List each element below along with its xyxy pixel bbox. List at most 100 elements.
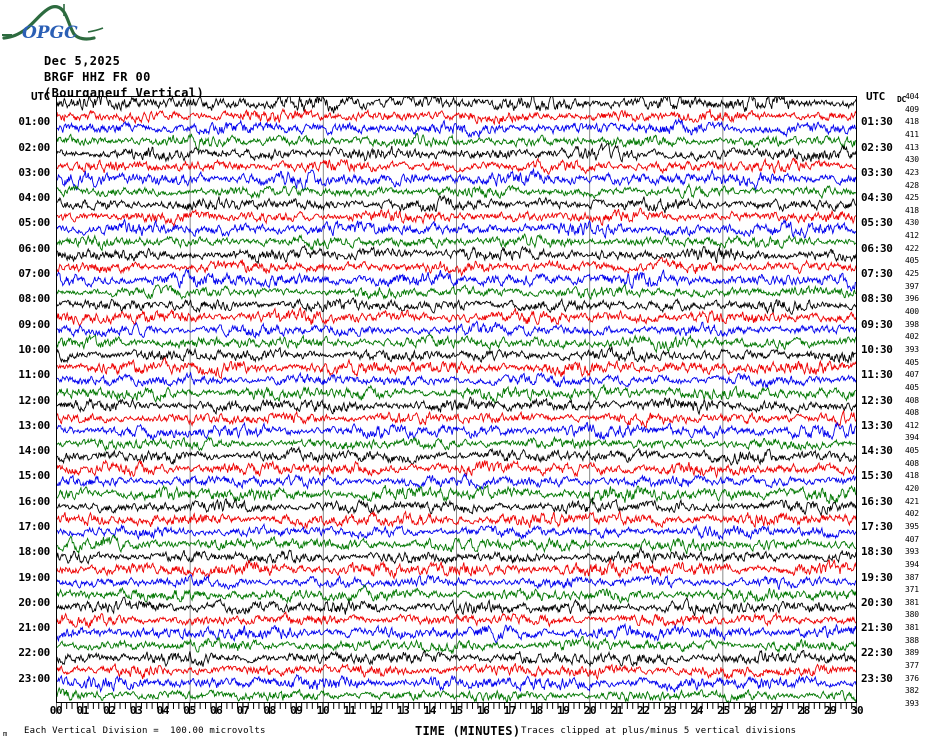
trace-row-10	[57, 218, 856, 240]
trace-row-15	[57, 283, 856, 301]
x-tick-label: 05	[183, 704, 196, 717]
trace-row-22	[57, 371, 856, 389]
left-axis-header: UTC	[31, 90, 50, 103]
dc-value: 402	[905, 332, 919, 342]
header-station: BRGF HHZ FR 00	[44, 70, 151, 84]
dc-value: 418	[905, 117, 919, 127]
dc-value: 430	[905, 155, 919, 165]
opgc-logo: OPGC	[2, 2, 106, 46]
logo-baseline-right	[87, 27, 104, 33]
dc-value: 409	[905, 104, 919, 114]
dc-value: 405	[905, 357, 919, 367]
trace-row-9	[57, 207, 856, 228]
left-time-label: 18:00	[18, 545, 50, 559]
plot-gridlines	[189, 97, 724, 702]
trace-row-18	[57, 320, 856, 339]
right-time-label: 05:30	[861, 216, 893, 230]
trace-row-12	[57, 244, 856, 264]
right-time-label: 16:30	[861, 494, 893, 508]
x-tick-label: 09	[290, 704, 303, 717]
dc-value: 423	[905, 167, 919, 177]
trace-row-13	[57, 257, 856, 277]
left-time-label: 16:00	[18, 494, 50, 508]
x-tick-label: 18	[530, 704, 543, 717]
left-time-label: 02:00	[18, 140, 50, 154]
trace-row-1	[57, 107, 856, 126]
right-time-label: 11:30	[861, 368, 893, 382]
dc-value: 405	[905, 382, 919, 392]
trace-row-36	[57, 546, 856, 565]
trace-row-33	[57, 509, 856, 530]
trace-row-46	[57, 673, 856, 694]
helicorder-plot[interactable]	[56, 96, 857, 703]
dc-value: 404	[905, 92, 919, 101]
left-time-label: 14:00	[18, 444, 50, 458]
left-time-label: 12:00	[18, 393, 50, 407]
trace-row-24	[57, 396, 856, 416]
dc-value: 428	[905, 180, 919, 190]
right-time-label: 01:30	[861, 115, 893, 129]
right-time-label: 19:30	[861, 570, 893, 584]
trace-row-42	[57, 622, 856, 645]
x-tick-label: 30	[850, 704, 864, 717]
trace-row-29	[57, 459, 856, 479]
trace-row-32	[57, 496, 856, 517]
dc-value: 395	[905, 521, 919, 531]
x-tick-label: 25	[717, 704, 730, 717]
header-date: Dec 5,2025	[44, 54, 121, 68]
dc-value: 412	[905, 420, 919, 430]
trace-row-0	[57, 97, 856, 114]
right-time-label: 17:30	[861, 519, 893, 533]
trace-row-35	[57, 534, 856, 555]
footer-tiny-mark: m	[3, 730, 8, 738]
x-tick-label: 07	[236, 704, 250, 717]
dc-value: 382	[905, 686, 919, 696]
x-tick-label: 16	[476, 704, 490, 717]
dc-value: 396	[905, 294, 919, 304]
dc-value: 421	[905, 496, 919, 506]
right-time-label: 09:30	[861, 317, 893, 331]
left-time-label: 07:00	[18, 267, 50, 281]
right-time-label: 22:30	[861, 646, 893, 660]
right-time-label: 21:30	[861, 621, 893, 635]
dc-value: 413	[905, 142, 919, 152]
x-tick-label: 19	[557, 704, 570, 717]
right-time-label: 07:30	[861, 267, 893, 281]
logo-mountain-curve	[2, 5, 96, 41]
dc-value: 380	[905, 610, 919, 620]
x-tick-label: 10	[316, 704, 330, 717]
left-time-label: 23:00	[18, 671, 50, 685]
trace-row-21	[57, 357, 856, 380]
x-tick-label: 24	[690, 704, 704, 717]
right-time-label: 04:30	[861, 191, 893, 205]
left-time-label: 19:00	[18, 570, 50, 584]
trace-row-37	[57, 558, 856, 580]
dc-column-header: DC	[897, 95, 907, 104]
dc-value: 418	[905, 471, 919, 481]
x-tick-label: 17	[503, 704, 517, 717]
trace-row-20	[57, 346, 856, 364]
left-time-label: 13:00	[18, 418, 50, 432]
opgc-logo-svg: OPGC	[2, 4, 104, 43]
trace-row-14	[57, 268, 856, 292]
left-time-label: 01:00	[18, 115, 50, 129]
dc-value: 377	[905, 661, 919, 671]
right-time-label: 23:30	[861, 671, 893, 685]
x-tick-label: 02	[103, 704, 116, 717]
right-time-label: 12:30	[861, 393, 893, 407]
trace-row-16	[57, 297, 856, 315]
dc-value: 393	[905, 344, 919, 354]
dc-value: 400	[905, 306, 919, 316]
left-time-label: 09:00	[18, 317, 50, 331]
right-time-label: 20:30	[861, 595, 893, 609]
trace-row-3	[57, 132, 856, 151]
logo-text: OPGC	[22, 23, 78, 43]
left-time-label: 22:00	[18, 646, 50, 660]
x-tick-label: 21	[610, 704, 623, 717]
trace-row-30	[57, 472, 856, 491]
left-time-label: 06:00	[18, 241, 50, 255]
trace-row-40	[57, 596, 856, 617]
right-time-label: 14:30	[861, 444, 893, 458]
right-time-label: 13:30	[861, 418, 893, 432]
trace-row-25	[57, 409, 856, 429]
